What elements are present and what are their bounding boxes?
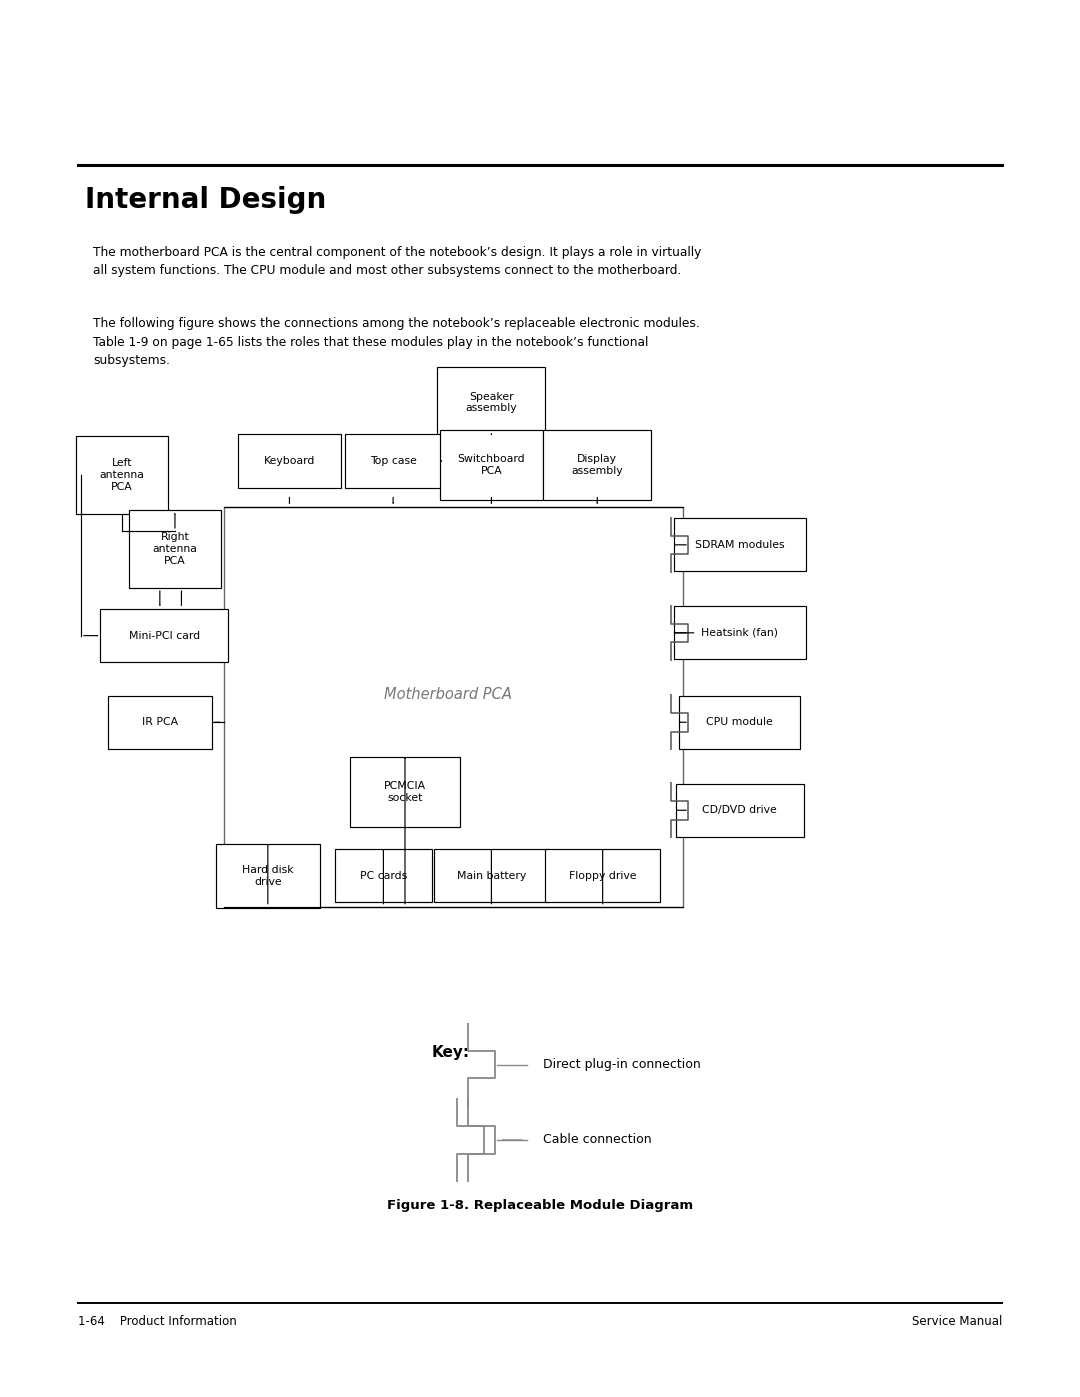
Text: Top case: Top case (369, 455, 417, 467)
Bar (76, 436, 168, 514)
Bar (216, 844, 320, 908)
Text: Service Manual: Service Manual (912, 1315, 1002, 1327)
Bar (545, 849, 660, 902)
Text: The motherboard PCA is the central component of the notebook’s design. It plays : The motherboard PCA is the central compo… (93, 246, 701, 278)
Text: Right
antenna
PCA: Right antenna PCA (152, 532, 198, 566)
Bar (345, 434, 442, 488)
Text: Left
antenna
PCA: Left antenna PCA (99, 458, 145, 492)
Bar (437, 367, 545, 437)
Text: IR PCA: IR PCA (141, 717, 178, 728)
Bar (674, 518, 806, 571)
Text: Main battery: Main battery (457, 870, 526, 882)
Bar (674, 606, 806, 659)
Text: Floppy drive: Floppy drive (569, 870, 636, 882)
Text: PC cards: PC cards (360, 870, 407, 882)
Text: SDRAM modules: SDRAM modules (696, 539, 784, 550)
Text: Key:: Key: (432, 1045, 470, 1060)
Bar (434, 849, 549, 902)
Text: 1-64    Product Information: 1-64 Product Information (78, 1315, 237, 1327)
Bar (224, 507, 683, 907)
Text: Cable connection: Cable connection (543, 1133, 652, 1147)
Text: Speaker
assembly: Speaker assembly (465, 391, 517, 414)
Bar (100, 609, 228, 662)
Text: Display
assembly: Display assembly (571, 454, 623, 476)
Bar (543, 430, 651, 500)
Text: Direct plug-in connection: Direct plug-in connection (543, 1058, 701, 1071)
Text: Heatsink (fan): Heatsink (fan) (701, 627, 779, 638)
Text: Figure 1-8. Replaceable Module Diagram: Figure 1-8. Replaceable Module Diagram (387, 1199, 693, 1211)
Bar (108, 696, 212, 749)
Text: CD/DVD drive: CD/DVD drive (702, 805, 778, 816)
Text: Hard disk
drive: Hard disk drive (242, 865, 294, 887)
Bar (676, 784, 804, 837)
Text: Mini-PCI card: Mini-PCI card (129, 630, 200, 641)
Bar (440, 430, 543, 500)
Text: PCMCIA
socket: PCMCIA socket (383, 781, 427, 803)
Text: Keyboard: Keyboard (264, 455, 315, 467)
Bar (238, 434, 341, 488)
Bar (679, 696, 800, 749)
Bar (335, 849, 432, 902)
Bar (129, 510, 221, 588)
Text: The following figure shows the connections among the notebook’s replaceable elec: The following figure shows the connectio… (93, 317, 700, 367)
Text: Motherboard PCA: Motherboard PCA (384, 687, 512, 701)
Text: CPU module: CPU module (706, 717, 773, 728)
Text: Switchboard
PCA: Switchboard PCA (458, 454, 525, 476)
Text: Internal Design: Internal Design (85, 186, 326, 214)
Bar (350, 757, 460, 827)
